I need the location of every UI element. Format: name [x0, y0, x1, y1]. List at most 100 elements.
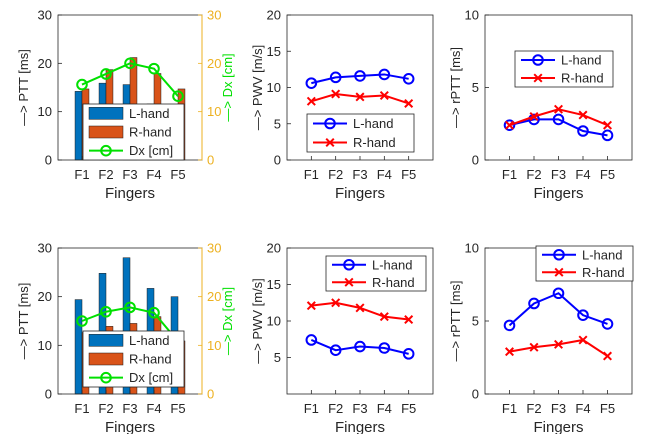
legend-swatch-l-hand [88, 334, 124, 347]
point-l-hand-f4 [577, 125, 589, 137]
y-tick-label: 10 [38, 104, 52, 119]
x-axis-label: Fingers [533, 419, 583, 434]
legend: L-hand R-hand Dx [cm] [82, 103, 185, 161]
series-line-l-hand [508, 292, 608, 327]
point-l-hand-f1 [503, 319, 516, 332]
legend-box [306, 113, 415, 153]
legend: L-hand R-hand Dx [cm] [82, 330, 185, 388]
legend-swatch-r-hand [88, 125, 124, 139]
x-tick-label: F3 [352, 401, 367, 416]
series-line-l-hand [311, 73, 409, 85]
legend-label-l-hand: L-hand [582, 247, 622, 262]
point-r-hand-f4-stroke-b [379, 90, 389, 100]
point-r-hand-f3-stroke-b [553, 339, 564, 349]
point-l-hand-f1 [503, 119, 516, 131]
legend: L-hand R-hand [325, 255, 427, 292]
legend-marker-r-hand-stroke-b [344, 277, 354, 287]
y2-tick-label: 30 [207, 241, 221, 256]
y-tick-label: 0 [45, 153, 52, 168]
panel-top-middle: 0 5 10 15 20 F1 F2 F3 F4 F5 Fingers —> PWV [m/s] L-h… [250, 8, 434, 202]
y-tick-label: 0 [472, 387, 479, 402]
point-l-hand-f5 [601, 318, 614, 330]
point-l-hand-f5 [402, 348, 415, 360]
y-tick-label: 20 [267, 241, 281, 256]
y-tick-label: 30 [38, 241, 52, 256]
y2-tick-label: 20 [207, 56, 221, 71]
x-tick-label: F3 [352, 167, 367, 182]
legend-marker-l-hand [553, 248, 565, 261]
point-r-hand-f4-stroke-b [578, 335, 588, 345]
point-r-hand-f5-stroke-b [404, 315, 414, 325]
legend-marker-r-hand-stroke-b [325, 137, 335, 148]
legend-marker-dx-cm [100, 371, 112, 384]
legend-label-dx-cm: Dx [cm] [129, 143, 173, 158]
series-line-l-hand [310, 339, 409, 355]
y2-tick-label: 0 [207, 387, 214, 402]
panel-bottom-left: 0 10 20 30 0 10 20 30 —> Dx [cm] F1 F2 F3 F4 F5 Finger… [16, 241, 235, 434]
y-tick-label: 0 [472, 153, 479, 168]
legend: L-hand R-hand [514, 50, 614, 88]
point-r-hand-f3-stroke-b [553, 104, 564, 114]
panel-bottom-right: 0 5 10 F1 F2 F3 F4 F5 Fingers —> rPTT [ms] L-hand R… [448, 241, 634, 434]
point-r-hand-f1 [306, 301, 316, 311]
point-l-hand-f3 [552, 113, 565, 126]
y-tick-label: 5 [472, 80, 479, 95]
x-tick-label: F4 [146, 401, 161, 416]
legend-marker-dx-cm [100, 144, 112, 157]
x-axis-label: Fingers [335, 419, 385, 434]
y-tick-label: 20 [267, 8, 281, 23]
point-l-hand-f5 [402, 73, 415, 85]
x-tick-label: F3 [551, 167, 566, 182]
x-tick-label: F2 [328, 401, 343, 416]
y-tick-label: 10 [267, 314, 281, 329]
y-axis-label: —> rPTT [ms] [448, 47, 463, 128]
point-l-hand-f4 [378, 342, 391, 354]
x-axis-label: Fingers [105, 185, 155, 202]
legend-label-dx-cm: Dx [cm] [129, 370, 173, 385]
series-line-dx-cm [81, 306, 179, 343]
y-tick-label: 20 [38, 56, 52, 71]
point-l-hand-f4 [378, 68, 391, 81]
legend-marker-r-hand-stroke-b [554, 267, 564, 277]
y-tick-label: 0 [45, 387, 52, 402]
point-r-hand-f2 [529, 111, 539, 122]
point-r-hand-f2-stroke-b [331, 89, 341, 99]
legend-marker-l-hand [532, 54, 544, 66]
legend-label-l-hand: L-hand [353, 116, 393, 131]
point-l-hand-f2 [329, 344, 342, 357]
point-r-hand-f5-stroke-b [602, 120, 613, 130]
point-r-hand-f5 [404, 315, 414, 325]
y-axis-label: —> rPTT [ms] [448, 280, 463, 361]
y2-axis-label: —> Dx [cm] [220, 287, 235, 355]
legend-swatch-l-hand [88, 107, 124, 120]
point-r-hand-f3 [553, 339, 564, 349]
point-r-hand-f2-stroke-b [529, 342, 539, 352]
y-tick-label: 0 [274, 153, 281, 168]
point-dx-cm-f3 [124, 57, 136, 70]
x-tick-label: F1 [74, 401, 89, 416]
y-tick-label: 5 [274, 350, 281, 365]
legend-label-l-hand: L-hand [129, 106, 169, 121]
x-tick-label: F5 [170, 401, 185, 416]
x-tick-label: F4 [377, 167, 392, 182]
legend-label-l-hand: L-hand [561, 53, 601, 68]
legend-label-r-hand: R-hand [353, 135, 396, 150]
point-r-hand-f2 [529, 342, 539, 352]
x-tick-label: F4 [575, 401, 590, 416]
point-r-hand-f4-stroke-b [379, 312, 389, 322]
point-dx-cm-f2 [100, 305, 112, 318]
plot-area [485, 15, 632, 160]
panel-top-left: 0 10 20 30 0 10 20 30 —> Dx [cm] F1 F2 F3 F4 F5 Finger… [16, 8, 235, 203]
y-tick-label: 10 [465, 241, 479, 256]
x-tick-label: F5 [170, 167, 185, 182]
x-tick-label: F4 [575, 167, 590, 182]
point-l-hand-f2 [528, 113, 540, 126]
x-tick-label: F2 [98, 167, 113, 182]
point-r-hand-f3-stroke-b [355, 303, 365, 313]
y-axis-label: —> PWV [m/s] [250, 278, 265, 364]
legend-marker-r-hand [325, 137, 335, 148]
point-l-hand-f5 [601, 129, 614, 142]
point-l-hand-f1 [305, 77, 318, 89]
x-tick-label: F1 [304, 401, 319, 416]
